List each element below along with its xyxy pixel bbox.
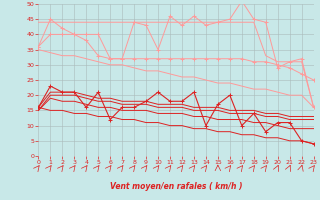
X-axis label: Vent moyen/en rafales ( km/h ): Vent moyen/en rafales ( km/h ): [110, 182, 242, 191]
